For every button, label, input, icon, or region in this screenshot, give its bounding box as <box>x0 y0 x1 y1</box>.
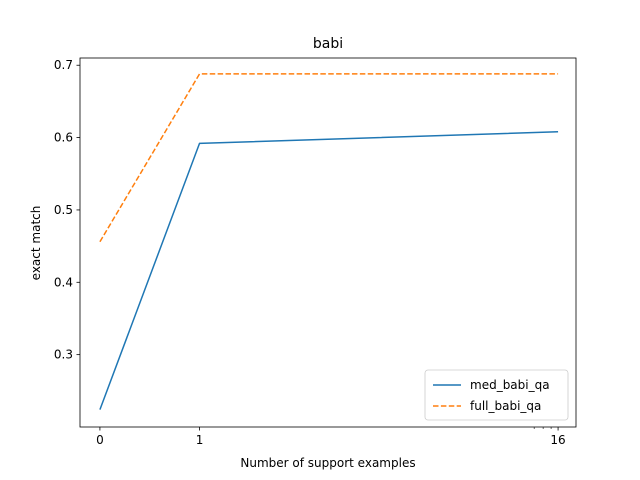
chart-title: babi <box>313 36 343 52</box>
y-tick-label: 0.6 <box>54 131 73 145</box>
legend-label-med_babi_qa: med_babi_qa <box>470 378 550 392</box>
y-tick-label: 0.7 <box>54 58 73 72</box>
plot-area <box>99 73 559 410</box>
x-tick-label: 16 <box>550 433 565 447</box>
series-line-full_babi_qa <box>99 73 559 243</box>
y-tick-label: 0.5 <box>54 203 73 217</box>
y-tick-label: 0.4 <box>54 275 73 289</box>
y-tick-label: 0.3 <box>54 348 73 362</box>
legend-label-full_babi_qa: full_babi_qa <box>470 399 541 413</box>
x-tick-label: 1 <box>196 433 204 447</box>
axes: 0 1 16 0.3 0.4 0.5 0.6 0.7 <box>54 57 577 447</box>
legend-box <box>424 369 569 421</box>
y-axis-label: exact match <box>29 206 43 281</box>
x-tick-label: 0 <box>96 433 104 447</box>
x-axis-label: Number of support examples <box>240 456 415 470</box>
axes-frame <box>79 57 577 428</box>
legend: med_babi_qa full_babi_qa <box>424 369 569 421</box>
